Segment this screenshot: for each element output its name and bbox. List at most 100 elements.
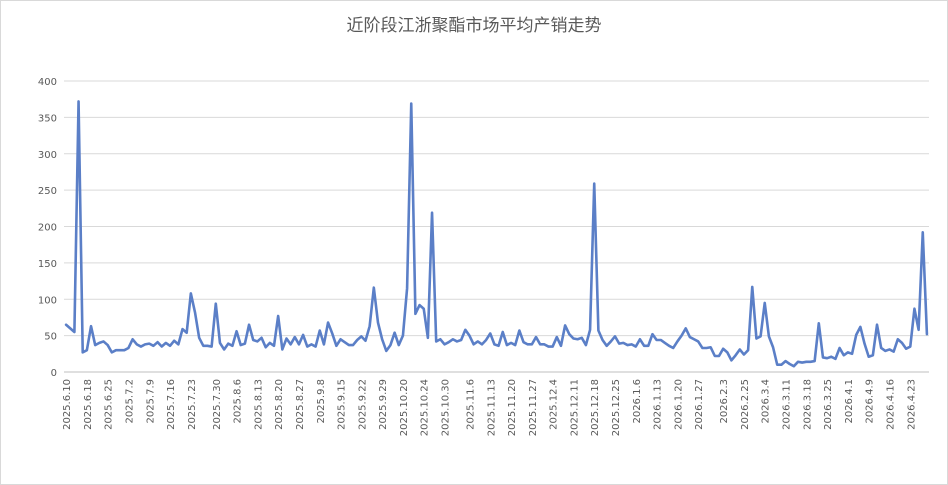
data-point xyxy=(855,334,857,336)
data-point xyxy=(98,342,100,344)
data-point xyxy=(601,339,603,341)
data-point xyxy=(373,286,375,288)
x-tick-label: 2026.1.27 xyxy=(694,379,705,430)
data-point xyxy=(535,336,537,338)
x-tick-label: 2025.10.20 xyxy=(399,379,410,436)
data-point xyxy=(260,337,262,339)
data-point xyxy=(77,100,79,102)
data-point xyxy=(572,337,574,339)
x-tick-label: 2025.9.15 xyxy=(337,379,348,430)
data-point xyxy=(747,349,749,351)
data-point xyxy=(398,344,400,346)
data-point xyxy=(161,345,163,347)
data-point xyxy=(585,344,587,346)
data-point xyxy=(356,339,358,341)
data-point xyxy=(427,337,429,339)
data-point xyxy=(880,347,882,349)
x-tick-label: 2025.11.27 xyxy=(528,379,539,436)
data-point xyxy=(797,361,799,363)
data-point xyxy=(593,182,595,184)
data-point xyxy=(156,341,158,343)
data-point xyxy=(868,356,870,358)
y-tick-label: 200 xyxy=(38,223,57,234)
data-point xyxy=(215,302,217,304)
data-point xyxy=(689,336,691,338)
data-point xyxy=(772,346,774,348)
data-point xyxy=(252,339,254,341)
y-tick-label: 50 xyxy=(44,332,57,343)
data-point xyxy=(514,344,516,346)
data-point xyxy=(859,326,861,328)
x-tick-label: 2026.4.23 xyxy=(906,379,917,430)
data-point xyxy=(235,330,237,332)
data-point xyxy=(888,348,890,350)
data-point xyxy=(917,329,919,331)
data-point xyxy=(364,340,366,342)
data-point xyxy=(660,339,662,341)
data-point xyxy=(576,338,578,340)
x-tick-label: 2025.6.25 xyxy=(104,379,115,430)
data-point xyxy=(676,340,678,342)
data-point xyxy=(805,361,807,363)
data-point xyxy=(410,102,412,104)
data-point xyxy=(452,338,454,340)
data-point xyxy=(177,343,179,345)
x-tick-label: 2025.7.9 xyxy=(145,379,156,424)
data-point xyxy=(381,338,383,340)
data-point xyxy=(131,338,133,340)
data-point xyxy=(539,343,541,345)
data-point xyxy=(909,345,911,347)
data-point xyxy=(614,335,616,337)
data-point xyxy=(165,342,167,344)
data-point xyxy=(813,360,815,362)
data-point xyxy=(809,361,811,363)
x-tick-label: 2025.12.4 xyxy=(549,379,560,430)
data-point xyxy=(140,345,142,347)
data-point xyxy=(447,341,449,343)
data-point xyxy=(714,355,716,357)
data-point xyxy=(581,337,583,339)
data-point xyxy=(152,345,154,347)
x-tick-label: 2025.8.27 xyxy=(295,379,306,430)
y-tick-label: 400 xyxy=(38,77,57,88)
data-point xyxy=(368,325,370,327)
data-point xyxy=(327,321,329,323)
data-point xyxy=(472,343,474,345)
data-point xyxy=(510,342,512,344)
data-point xyxy=(323,343,325,345)
data-point xyxy=(86,349,88,351)
x-tick-label: 2026.4.9 xyxy=(865,379,876,424)
x-tick-label: 2026.2.25 xyxy=(740,379,751,430)
data-point xyxy=(115,349,117,351)
data-point xyxy=(872,354,874,356)
x-tick-label: 2026.3.18 xyxy=(802,379,813,430)
data-point xyxy=(693,338,695,340)
data-point xyxy=(639,338,641,340)
data-point xyxy=(838,347,840,349)
data-point xyxy=(784,360,786,362)
data-point xyxy=(926,333,928,335)
x-tick-label: 2025.7.2 xyxy=(124,379,135,424)
data-point xyxy=(94,344,96,346)
data-point xyxy=(169,345,171,347)
data-point xyxy=(901,342,903,344)
data-point xyxy=(443,343,445,345)
y-tick-label: 150 xyxy=(38,259,57,270)
data-point xyxy=(144,343,146,345)
data-point xyxy=(734,354,736,356)
data-point xyxy=(635,345,637,347)
data-point xyxy=(306,345,308,347)
x-tick-label: 2026.1.20 xyxy=(673,379,684,430)
data-point xyxy=(526,343,528,345)
data-point xyxy=(568,333,570,335)
data-point xyxy=(185,332,187,334)
data-point xyxy=(223,348,225,350)
x-tick-label: 2025.9.22 xyxy=(357,379,368,430)
data-point xyxy=(726,351,728,353)
data-point xyxy=(319,329,321,331)
data-point xyxy=(547,345,549,347)
data-point xyxy=(69,327,71,329)
data-point xyxy=(418,304,420,306)
data-point xyxy=(610,340,612,342)
data-point xyxy=(851,353,853,355)
